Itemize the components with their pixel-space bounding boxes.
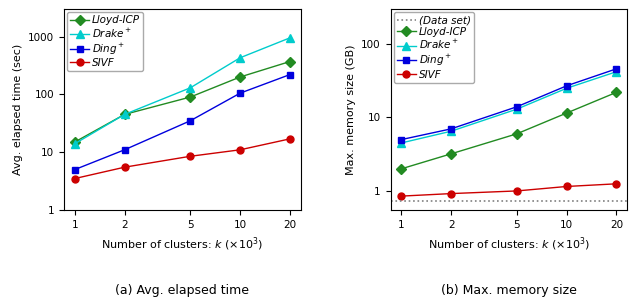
- Text: (a) Avg. elapsed time: (a) Avg. elapsed time: [115, 284, 250, 297]
- Text: (b) Max. memory size: (b) Max. memory size: [441, 284, 577, 297]
- Y-axis label: Max. memory size (GB): Max. memory size (GB): [346, 44, 356, 175]
- X-axis label: Number of clusters: $k$ ($\times10^3$): Number of clusters: $k$ ($\times10^3$): [101, 235, 263, 253]
- Legend: (Data set), Lloyd-ICP, $Drake^+$, $Ding^+$, SIVF: (Data set), Lloyd-ICP, $Drake^+$, $Ding^…: [394, 12, 474, 83]
- Legend: Lloyd-ICP, $Drake^+$, $Ding^+$, SIVF: Lloyd-ICP, $Drake^+$, $Ding^+$, SIVF: [67, 12, 143, 71]
- X-axis label: Number of clusters: $k$ ($\times10^3$): Number of clusters: $k$ ($\times10^3$): [428, 235, 590, 253]
- Y-axis label: Avg. elapsed time (sec): Avg. elapsed time (sec): [13, 44, 22, 175]
